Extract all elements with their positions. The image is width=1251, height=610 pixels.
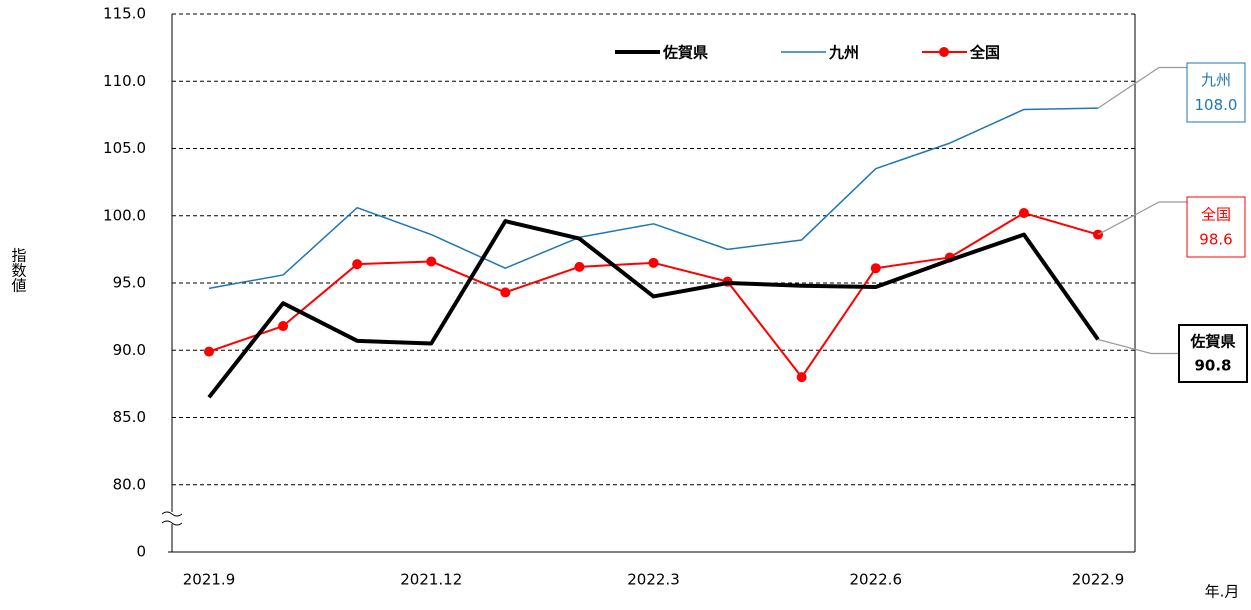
callout-leader [1097,201,1187,236]
legend-marker [939,47,949,57]
point [574,261,585,272]
y-tick-label: 85.0 [113,408,146,426]
series-line [208,107,1099,290]
point [204,346,214,357]
callout-box [1186,196,1246,258]
point [648,257,659,268]
callout-name: 全国 [1201,206,1231,224]
x-axis-label: 年.月 [1205,583,1240,601]
y-tick-label: 95.0 [113,274,146,292]
x-tick-label: 2022.9 [1072,571,1125,589]
callout-box [1186,62,1246,123]
callout-value: 90.8 [1194,357,1231,375]
callout-value: 98.6 [1199,231,1232,249]
y-tick-label: 90.0 [113,341,146,359]
point [426,256,437,267]
callout-leader [1097,338,1179,355]
y-axis-label: 指数値 [10,248,28,293]
callout-name: 九州 [1201,71,1231,89]
point [870,263,881,274]
point [1018,208,1029,219]
x-tick-label: 2021.9 [183,571,236,589]
legend-label: 全国 [969,44,1000,62]
callout-box [1178,324,1248,383]
point [278,321,289,332]
legend-label: 九州 [828,44,859,62]
point [796,372,807,383]
x-tick-label: 2021.12 [400,571,462,589]
legend-label: 佐賀県 [662,44,708,62]
series-line [207,219,1100,399]
callout-value: 108.0 [1195,96,1238,114]
x-tick-label: 2022.3 [627,571,680,589]
callout-name: 佐賀県 [1189,333,1235,351]
callout-leader [1097,66,1187,109]
y-tick-label: 110.0 [103,72,146,90]
x-tick-label: 2022.6 [850,571,903,589]
y-tick-label: 80.0 [113,475,146,493]
y-tick-label: 0 [136,543,146,561]
point [352,259,363,270]
y-tick-label: 105.0 [103,139,146,157]
y-tick-label: 115.0 [103,5,146,23]
point [500,287,511,298]
axis-break [161,511,183,526]
y-tick-label: 100.0 [103,206,146,224]
